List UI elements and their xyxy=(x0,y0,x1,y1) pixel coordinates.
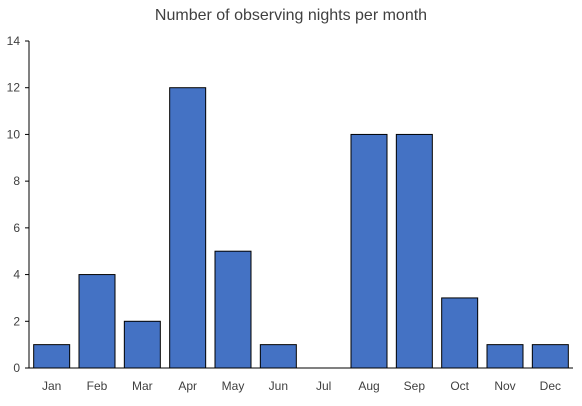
x-tick-label-jul: Jul xyxy=(316,379,331,393)
x-tick-label-may: May xyxy=(222,379,245,393)
y-tick-label-2: 2 xyxy=(13,314,20,328)
bar-jan xyxy=(33,344,71,369)
x-tick-label-dec: Dec xyxy=(540,379,561,393)
x-tick-label-aug: Aug xyxy=(358,379,379,393)
bar-apr xyxy=(169,87,207,369)
chart-title: Number of observing nights per month xyxy=(154,7,428,24)
y-tick-label-8: 8 xyxy=(13,174,20,188)
y-tick-label-4: 4 xyxy=(13,268,20,282)
x-tick-label-apr: Apr xyxy=(178,379,197,393)
bar-nov xyxy=(486,344,524,369)
x-tick-label-jan: Jan xyxy=(42,379,61,393)
x-tick-label-oct: Oct xyxy=(450,379,469,393)
bar-feb xyxy=(78,274,116,369)
axes-layer: Jan Feb Mar Apr May Jun Jul Aug Sep Oct Nov Dec 0 2 4 6… xyxy=(7,34,573,393)
x-tick-label-mar: Mar xyxy=(132,379,153,393)
y-tick-label-12: 12 xyxy=(7,81,21,95)
x-tick-label-sep: Sep xyxy=(404,379,426,393)
bar-sep xyxy=(395,133,433,369)
bar-mar xyxy=(123,320,161,369)
bars-layer xyxy=(33,87,569,369)
x-tick-label-nov: Nov xyxy=(494,379,515,393)
bar-aug xyxy=(350,133,388,369)
y-tick-label-10: 10 xyxy=(7,127,21,141)
bar-may xyxy=(214,250,252,369)
bar-dec xyxy=(531,344,569,369)
x-tick-label-jun: Jun xyxy=(269,379,288,393)
y-tick-label-0: 0 xyxy=(13,361,20,375)
y-tick-label-14: 14 xyxy=(7,34,21,48)
bar-jun xyxy=(259,344,297,369)
x-tick-label-feb: Feb xyxy=(87,379,108,393)
y-tick-label-6: 6 xyxy=(13,221,20,235)
bar-oct xyxy=(441,297,479,369)
